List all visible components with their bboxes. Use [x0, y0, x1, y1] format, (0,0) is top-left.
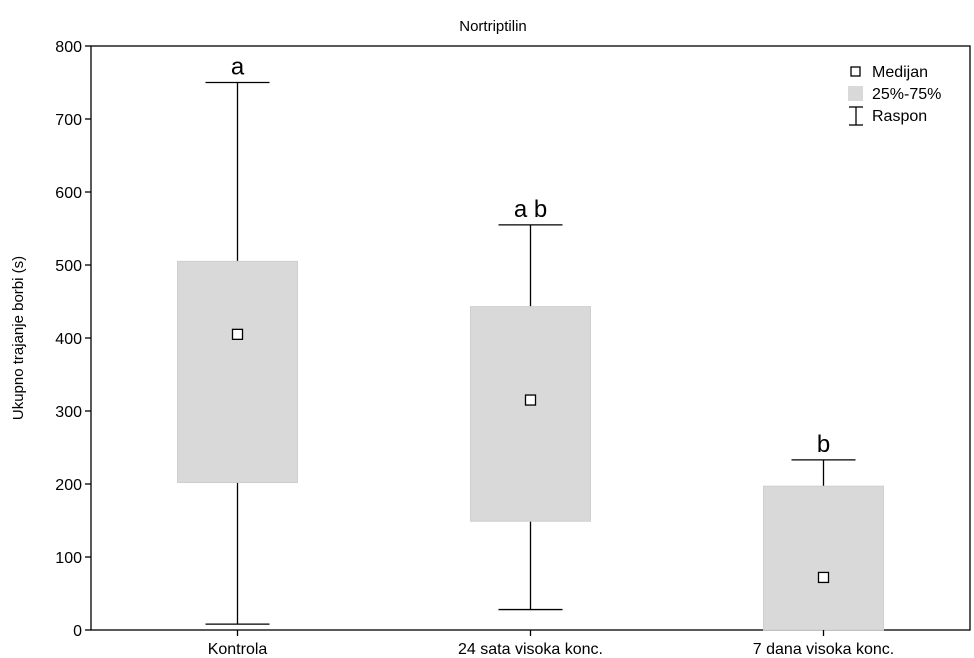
- legend-iqr-label: 25%-75%: [872, 86, 941, 103]
- y-tick-label: 700: [55, 112, 82, 129]
- y-tick-label: 400: [55, 331, 82, 348]
- y-tick-label: 100: [55, 550, 82, 567]
- y-tick-label: 300: [55, 404, 82, 421]
- median-marker: [817, 571, 830, 584]
- x-category-label: Kontrola: [208, 641, 268, 658]
- y-tick-label: 200: [55, 477, 82, 494]
- legend-range-label: Raspon: [872, 108, 927, 125]
- significance-letter: a b: [514, 196, 547, 223]
- chart-title: Nortriptilin: [459, 18, 527, 35]
- legend-range-marker: [849, 106, 863, 126]
- legend-iqr-swatch: [848, 86, 863, 101]
- plot-area: 0 100 200 300 400 500 600 700 800 a Kontrola a b 24 …: [55, 39, 971, 658]
- x-category-label: 7 dana visoka konc.: [753, 641, 894, 658]
- y-tick-label: 500: [55, 258, 82, 275]
- y-tick-label: 800: [55, 39, 82, 56]
- legend: Medijan 25%-75% Raspon: [848, 64, 941, 126]
- iqr-box: [470, 306, 591, 522]
- x-category-label: 24 sata visoka konc.: [458, 641, 603, 658]
- iqr-box: [763, 485, 884, 631]
- y-axis-label: Ukupno trajanje borbi (s): [10, 256, 27, 420]
- median-marker: [231, 328, 244, 341]
- median-marker: [524, 394, 537, 406]
- y-tick-label: 600: [55, 185, 82, 202]
- significance-letter: a: [231, 54, 245, 81]
- significance-letter: b: [817, 431, 830, 458]
- y-tick-label: 0: [73, 623, 82, 640]
- legend-median-label: Medijan: [872, 64, 928, 81]
- iqr-box: [177, 260, 298, 484]
- legend-median-marker: [850, 66, 861, 77]
